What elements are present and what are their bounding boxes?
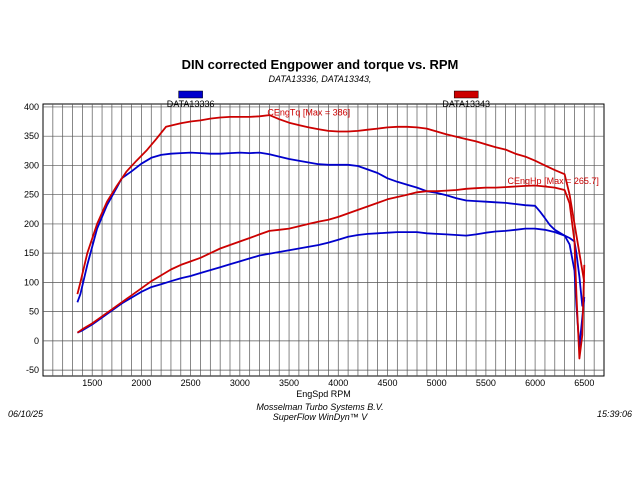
y-tick-label: 250 (24, 190, 39, 200)
x-tick-label: 2500 (181, 378, 201, 388)
legend-swatch (453, 90, 479, 99)
y-tick-label: 200 (24, 219, 39, 229)
legend-label: DATA13336 (167, 99, 215, 109)
y-tick-label: 100 (24, 277, 39, 287)
y-tick-label: 150 (24, 248, 39, 258)
series-line-data13343-cenghp (76, 184, 586, 360)
legend-label: DATA13343 (442, 99, 490, 109)
y-tick-label: 0 (34, 336, 39, 346)
series-line-data13336-cenghp (77, 227, 586, 348)
x-axis-label: EngSpd RPM (296, 389, 351, 399)
x-tick-label: 4000 (328, 378, 348, 388)
x-tick-label: 6500 (574, 378, 594, 388)
y-tick-label: 300 (24, 160, 39, 170)
series-line-data13343-cengtq (76, 114, 586, 295)
chart-title: DIN corrected Engpower and torque vs. RP… (181, 57, 459, 72)
footer-company: Mosselman Turbo Systems B.V. (256, 402, 384, 412)
y-tick-label: -50 (26, 365, 39, 375)
x-tick-label: 3500 (279, 378, 299, 388)
legend-swatch (178, 90, 203, 99)
plot-area (42, 103, 605, 377)
chart-subtitle: DATA13336, DATA13343, (268, 74, 372, 84)
x-tick-label: 5000 (427, 378, 447, 388)
x-tick-label: 4500 (377, 378, 397, 388)
x-tick-label: 1500 (82, 378, 102, 388)
x-tick-label: 3000 (230, 378, 250, 388)
annotation-label: CEngTq [Max = 386] (267, 108, 350, 118)
x-tick-label: 2000 (131, 378, 151, 388)
y-tick-label: 50 (29, 307, 39, 317)
x-tick-label: 6000 (525, 378, 545, 388)
footer-software: SuperFlow WinDyn™ V (272, 412, 368, 422)
x-tick-label: 5500 (476, 378, 496, 388)
series-line-data13336-cengtq (76, 151, 586, 307)
y-tick-label: 350 (24, 131, 39, 141)
footer-date: 06/10/25 (8, 409, 44, 419)
annotation-label: CEngHp [Max = 265.7] (508, 176, 599, 186)
footer-time: 15:39:06 (597, 409, 633, 419)
y-tick-label: 400 (24, 102, 39, 112)
